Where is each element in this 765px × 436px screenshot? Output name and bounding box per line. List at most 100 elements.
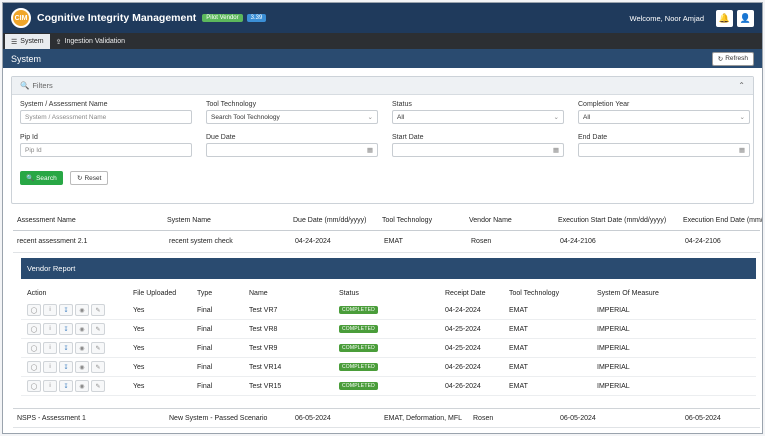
reset-button[interactable]: ↻ Reset [70, 171, 109, 185]
table-cell: Rosen [473, 414, 494, 422]
download-icon[interactable]: ↧ [59, 380, 73, 392]
refresh-icon: ↻ [717, 55, 724, 63]
column-header[interactable]: Vendor Name [469, 217, 512, 224]
refresh-icon[interactable]: ◯ [27, 361, 41, 373]
table-cell: EMAT [384, 238, 403, 245]
system-of-measure: IMPERIAL [597, 344, 630, 352]
tab-system[interactable]: ☰ System [5, 34, 50, 49]
search-button[interactable]: 🔍 Search [20, 171, 63, 185]
tab-label: Ingestion Validation [64, 38, 126, 45]
system-name-input[interactable]: System / Assessment Name [20, 110, 192, 124]
view-icon[interactable]: ◉ [75, 304, 89, 316]
view-icon[interactable]: ◉ [75, 323, 89, 335]
refresh-icon[interactable]: ◯ [27, 342, 41, 354]
tab-ingestion-validation[interactable]: ⇪ Ingestion Validation [50, 34, 131, 49]
calendar-icon[interactable]: ▦ [738, 147, 745, 154]
tool-technology: EMAT [509, 325, 528, 333]
env-badge: Pilot Vendor [202, 14, 243, 22]
bell-icon[interactable]: 🔔 [716, 9, 733, 27]
download-icon[interactable]: ↧ [59, 361, 73, 373]
receipt-date: 04-26-2024 [445, 382, 481, 390]
section-title: System [11, 53, 42, 64]
download-icon[interactable]: ↧ [59, 323, 73, 335]
column-header[interactable]: Assessment Name [17, 217, 76, 224]
edit-icon[interactable]: ✎ [91, 323, 105, 335]
column-header[interactable]: Execution End Date (mm/dd/ [683, 217, 763, 224]
table-row[interactable]: recent assessment 2.1 recent system chec… [13, 231, 760, 253]
edit-icon[interactable]: ✎ [91, 361, 105, 373]
column-header: File Uploaded [133, 289, 177, 297]
system-of-measure: IMPERIAL [597, 325, 630, 333]
info-icon[interactable]: i [43, 342, 57, 354]
vendor-report-row[interactable]: ◯ i ↧ ◉ ✎ Yes Final Test VR15 COMPLETED … [21, 377, 756, 396]
status-select[interactable]: All ⌄ [392, 110, 564, 124]
file-uploaded: Yes [133, 363, 145, 371]
column-header[interactable]: Execution Start Date (mm/dd/yyyy) [558, 217, 667, 224]
vendor-report-column-headers: Action File Uploaded Type Name Status Re… [21, 285, 756, 301]
column-header[interactable]: Tool Technology [382, 217, 433, 224]
name: Test VR14 [249, 363, 282, 371]
column-header: System Of Measure [597, 289, 659, 297]
info-icon[interactable]: i [43, 361, 57, 373]
reset-label: Reset [84, 174, 102, 182]
pip-id-input[interactable]: Pip Id [20, 143, 192, 157]
calendar-icon[interactable]: ▦ [366, 147, 373, 154]
type: Final [197, 344, 213, 352]
table-row[interactable]: NSPS - Assessment 1 New System - Passed … [13, 408, 760, 428]
app-title: Cognitive Integrity Management [37, 12, 197, 24]
column-header[interactable]: Due Date (mm/dd/yyyy) [293, 217, 367, 224]
filters-title: Filters [32, 81, 53, 90]
refresh-icon[interactable]: ◯ [27, 380, 41, 392]
tool-technology-select[interactable]: Search Tool Technology ⌄ [206, 110, 378, 124]
table-cell: 06-05-2024 [560, 414, 596, 422]
due-date-input[interactable]: ▦ [206, 143, 378, 157]
table-cell: NSPS - Assessment 1 [17, 414, 86, 422]
view-icon[interactable]: ◉ [75, 361, 89, 373]
receipt-date: 04-26-2024 [445, 363, 481, 371]
vendor-report-row[interactable]: ◯ i ↧ ◉ ✎ Yes Final Test VR14 COMPLETED … [21, 358, 756, 377]
table-cell: 04-24-2024 [295, 238, 331, 245]
name: Test VR8 [249, 325, 278, 333]
view-icon[interactable]: ◉ [75, 342, 89, 354]
info-icon[interactable]: i [43, 380, 57, 392]
system-name-label: System / Assessment Name [20, 101, 108, 108]
calendar-icon[interactable]: ▦ [552, 147, 559, 154]
edit-icon[interactable]: ✎ [91, 304, 105, 316]
top-navbar: CIM Cognitive Integrity Management Pilot… [3, 3, 762, 33]
completion-year-select[interactable]: All ⌄ [578, 110, 750, 124]
file-uploaded: Yes [133, 382, 145, 390]
download-icon[interactable]: ↧ [59, 304, 73, 316]
assessment-table: Assessment Name System Name Due Date (mm… [13, 211, 763, 253]
info-icon[interactable]: i [43, 304, 57, 316]
end-date-input[interactable]: ▦ [578, 143, 750, 157]
info-icon[interactable]: i [43, 323, 57, 335]
chevron-down-icon: ⌄ [553, 114, 559, 121]
filters-header[interactable]: 🔍 Filters ⌃ [12, 77, 753, 95]
select-value: Search Tool Technology [211, 113, 280, 121]
vendor-report-row[interactable]: ◯ i ↧ ◉ ✎ Yes Final Test VR7 COMPLETED 0… [21, 301, 756, 320]
table-cell: New System - Passed Scenario [169, 414, 268, 422]
table-cell: 04-24-2106 [685, 238, 721, 245]
chevron-up-icon[interactable]: ⌃ [738, 81, 745, 90]
database-icon: ☰ [11, 38, 18, 46]
start-date-input[interactable]: ▦ [392, 143, 564, 157]
status-badge: COMPLETED [339, 344, 378, 352]
tab-label: System [20, 38, 44, 45]
edit-icon[interactable]: ✎ [91, 342, 105, 354]
refresh-button[interactable]: ↻ Refresh [711, 51, 754, 66]
table-cell: recent system check [169, 238, 233, 245]
tool-technology: EMAT [509, 382, 528, 390]
refresh-icon[interactable]: ◯ [27, 323, 41, 335]
user-icon[interactable]: 👤 [737, 9, 754, 27]
name: Test VR9 [249, 344, 278, 352]
vendor-report-row[interactable]: ◯ i ↧ ◉ ✎ Yes Final Test VR9 COMPLETED 0… [21, 339, 756, 358]
file-uploaded: Yes [133, 325, 145, 333]
refresh-icon[interactable]: ◯ [27, 304, 41, 316]
column-header[interactable]: System Name [167, 217, 211, 224]
status-badge: COMPLETED [339, 363, 378, 371]
vendor-report-row[interactable]: ◯ i ↧ ◉ ✎ Yes Final Test VR8 COMPLETED 0… [21, 320, 756, 339]
edit-icon[interactable]: ✎ [91, 380, 105, 392]
type: Final [197, 306, 213, 314]
download-icon[interactable]: ↧ [59, 342, 73, 354]
view-icon[interactable]: ◉ [75, 380, 89, 392]
